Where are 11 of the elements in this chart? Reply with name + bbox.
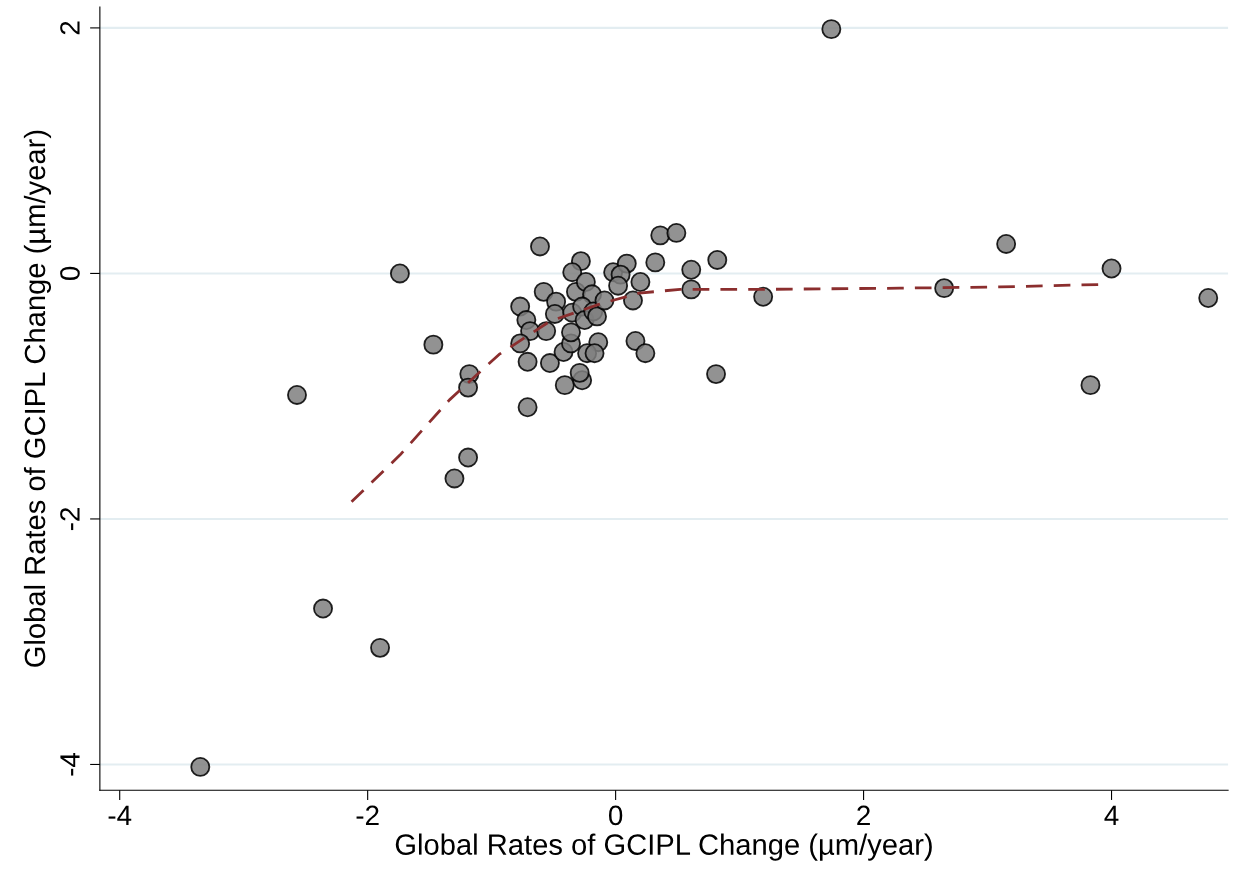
x-tick-label: 4 xyxy=(1104,805,1119,825)
x-tick-label: -4 xyxy=(108,805,132,825)
x-axis-title: Global Rates of GCIPL Change (µm/year) xyxy=(395,833,932,861)
y-tick-label: -4 xyxy=(60,752,80,776)
x-tick-label: 2 xyxy=(857,805,870,825)
y-axis-title: Global Rates of GCIPL Change (µm/year) xyxy=(23,130,52,667)
x-tick-label: -2 xyxy=(356,805,379,825)
y-tick-label: -2 xyxy=(60,507,80,531)
y-tick-label: 2 xyxy=(60,21,80,35)
x-tick-label: 0 xyxy=(608,805,623,826)
y-tick-label: 0 xyxy=(60,266,80,281)
